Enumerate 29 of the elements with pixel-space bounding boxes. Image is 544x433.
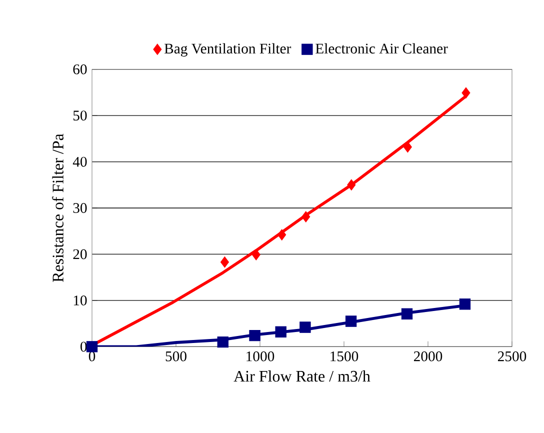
- y-tick-label: 20: [73, 249, 87, 260]
- point: [459, 298, 471, 310]
- y-tick-label: 50: [73, 110, 87, 120]
- x-tick-label: 1000: [246, 351, 274, 362]
- point: [249, 330, 260, 342]
- y-tick-label: 10: [74, 295, 87, 306]
- legend-label: Bag Ventilation Filter: [164, 43, 292, 56]
- point: [220, 256, 229, 268]
- y-axis-title: Resistance of Filter /Pa: [52, 134, 64, 282]
- point: [86, 340, 98, 352]
- point: [300, 321, 311, 333]
- x-axis-title: Air Flow Rate / m3/h: [234, 370, 370, 382]
- legend-label: Electronic Air Cleaner: [316, 43, 448, 54]
- point: [278, 229, 286, 240]
- point: [401, 308, 413, 320]
- point: [275, 326, 286, 338]
- x-tick-label: 2500: [498, 351, 526, 362]
- point: [217, 336, 228, 348]
- point: [345, 315, 357, 327]
- y-tick-label: 60: [73, 64, 87, 74]
- x-tick-label: 500: [166, 351, 186, 362]
- x-tick-label: 1500: [330, 351, 358, 362]
- y-tick-label: 40: [72, 156, 87, 167]
- y-tick-label: 30: [73, 202, 87, 213]
- x-tick-label: 2000: [414, 351, 442, 362]
- point: [252, 248, 260, 260]
- point: [347, 179, 356, 190]
- point: [302, 211, 310, 222]
- point: [462, 87, 470, 98]
